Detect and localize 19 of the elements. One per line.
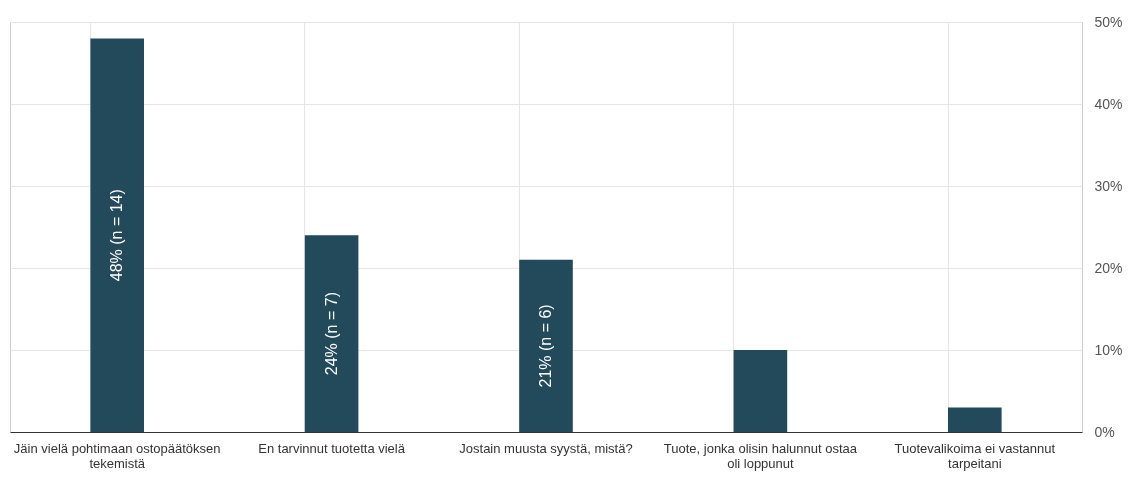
y-tick-label: 0% <box>1094 423 1115 440</box>
data-label: 48% (n = 14) <box>108 189 126 282</box>
bar <box>519 259 573 432</box>
bar <box>948 407 1002 432</box>
bar <box>733 350 788 432</box>
y-tick-label: 30% <box>1094 177 1123 194</box>
y-tick-label: 40% <box>1094 95 1123 112</box>
x-tick-label: Jostain muusta syystä, mistä? <box>459 440 633 456</box>
x-tick-label: Jäin vielä pohtimaan ostopäätöksen tekemistä <box>13 440 221 471</box>
y-tick-label: 10% <box>1094 341 1123 358</box>
bar <box>90 38 144 432</box>
x-tick-label: Tuotevalikoima ei vastannut tarpeitani <box>894 440 1056 471</box>
x-tick-label: En tarvinnut tuotetta vielä <box>258 440 406 456</box>
y-tick-label: 50% <box>1094 13 1123 30</box>
data-label: 21% (n = 6) <box>537 304 554 388</box>
bar <box>304 235 359 432</box>
data-label: 24% (n = 7) <box>322 292 340 376</box>
x-tick-label: Tuote, jonka olisin halunnut ostaa oli loppunut <box>663 440 858 471</box>
y-tick-label: 20% <box>1094 259 1123 276</box>
